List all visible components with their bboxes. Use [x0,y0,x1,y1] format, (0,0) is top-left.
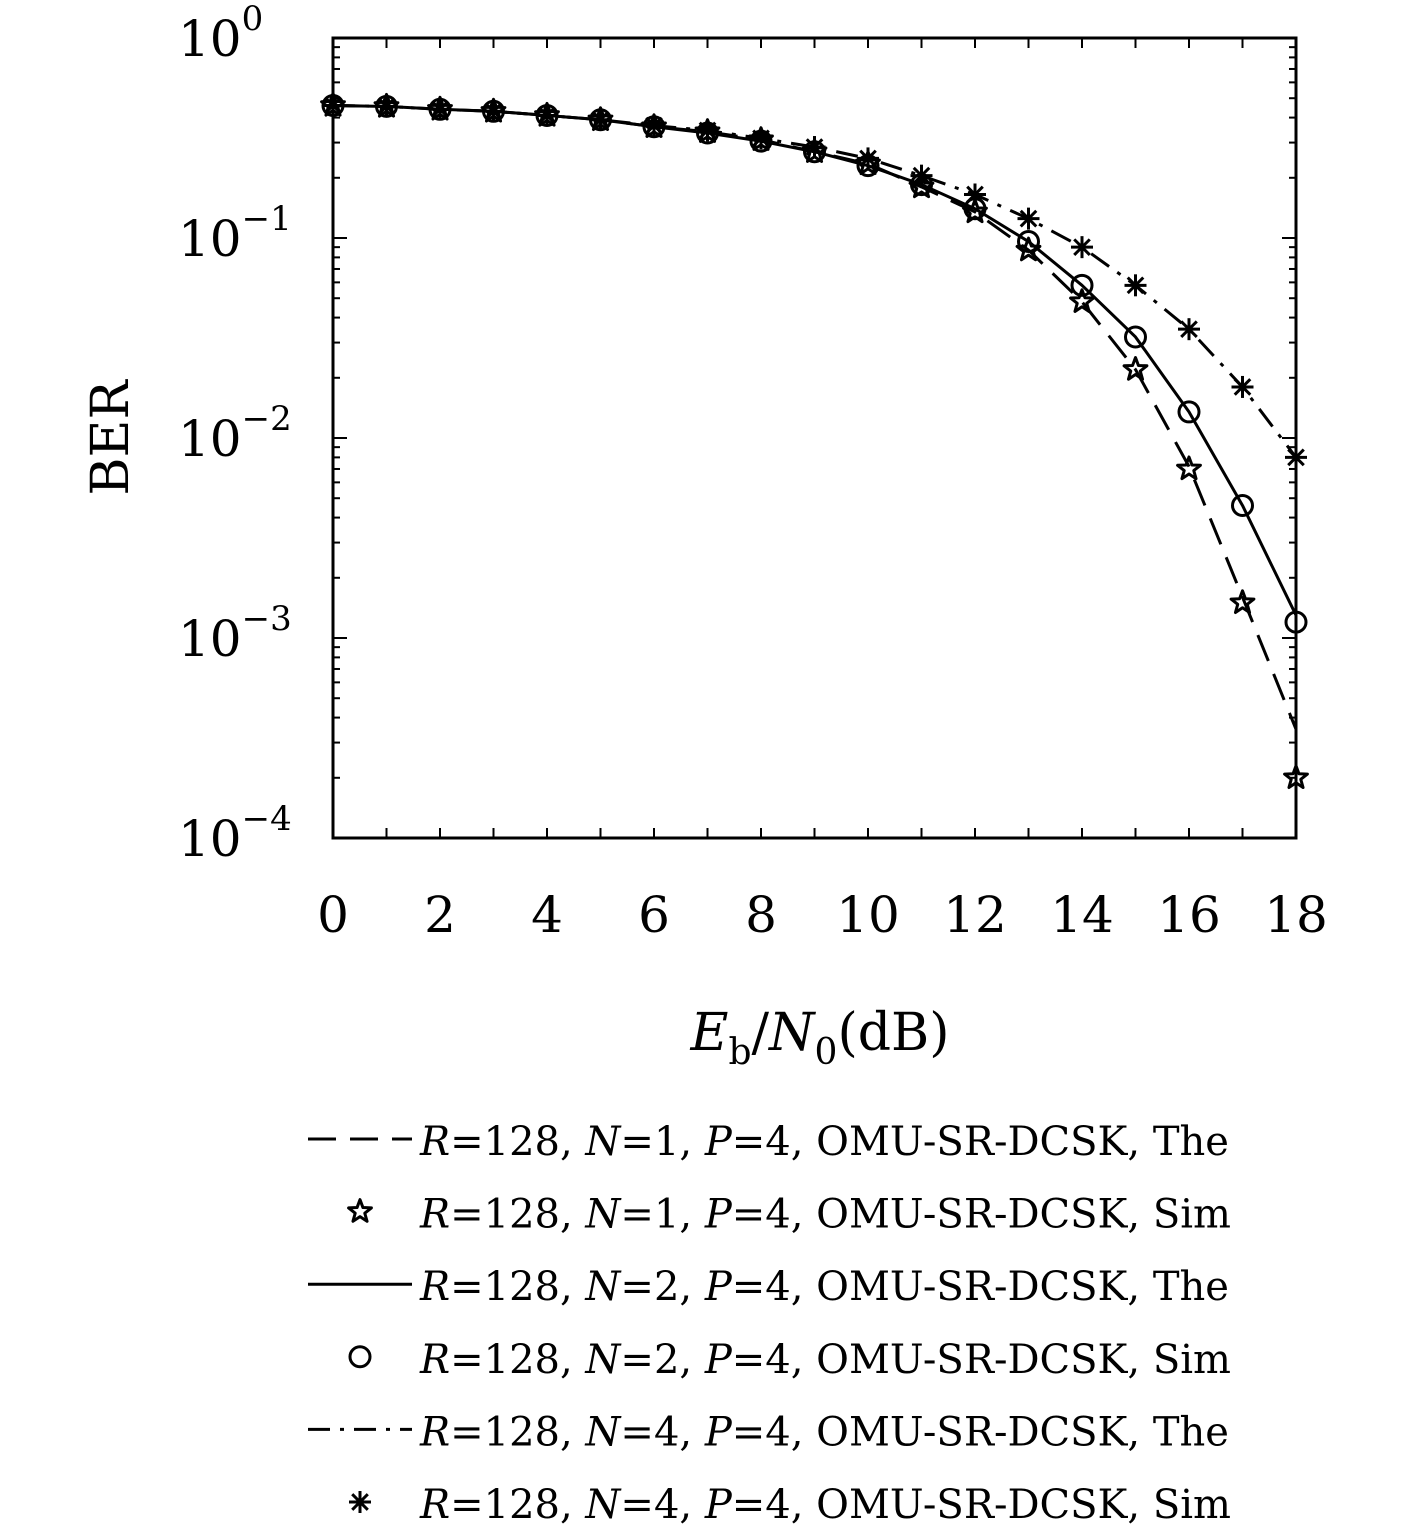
series-line-2 [332,103,1298,616]
x-tick-label: 4 [531,886,563,944]
data-point-asterisk [1124,274,1147,297]
asterisk-stroke [484,102,503,121]
asterisk-stroke [1233,378,1252,396]
x-tick-label: 2 [424,886,456,944]
data-point-asterisk [1017,207,1040,230]
asterisk-stroke [859,149,877,168]
legend-entry: R=128, N=2, P=4, OMU-SR-DCSK, The [308,1264,1229,1310]
legend: R=128, N=1, P=4, OMU-SR-DCSK, The R=128, … [308,1119,1231,1528]
asterisk-stroke [377,97,396,116]
legend-label: R=128, N=1, P=4, OMU-SR-DCSK, The [419,1119,1229,1165]
x-tick-label: 10 [836,886,900,944]
legend-label: R=128, N=2, P=4, OMU-SR-DCSK, The [419,1264,1229,1310]
legend-label: R=128, N=4, P=4, OMU-SR-DCSK, Sim [419,1482,1231,1528]
asterisk-stroke [645,116,663,135]
asterisk-stroke [431,100,449,119]
data-point-asterisk [910,164,933,187]
data-point-star [1229,589,1256,614]
asterisk-stroke [1126,276,1145,295]
series-markers-5 [322,94,1307,469]
legend-label: R=128, N=2, P=4, OMU-SR-DCSK, Sim [419,1337,1231,1383]
data-point-asterisk [964,183,986,206]
axes: 0 2 4 6 8 10 12 14 16 18 100 10−1 10−2 10−3 10−4 BER Eb/… [81,0,1328,1073]
asterisk-stroke [752,129,770,148]
asterisk-stroke [1073,238,1091,256]
data-point-circle [1177,400,1201,424]
series-line-0 [332,103,1298,730]
x-tick-label: 18 [1264,886,1328,944]
data-point-circle [1017,230,1040,254]
data-point-asterisk [750,127,772,150]
legend-entry: R=128, N=4, P=4, OMU-SR-DCSK, The [308,1409,1229,1455]
asterisk-stroke [966,185,984,204]
data-point-asterisk [1071,236,1093,259]
y-tick-label: 10−2 [178,399,292,468]
x-tick-label: 6 [638,886,670,944]
asterisk-stroke [1019,209,1038,228]
data-point-star [1122,356,1149,381]
legend-entry: R=128, N=4, P=4, OMU-SR-DCSK, Sim [349,1482,1231,1528]
data-point-asterisk [696,119,719,142]
legend-entry: R=128, N=2, P=4, OMU-SR-DCSK, Sim [348,1337,1231,1383]
series-markers-3 [321,93,1308,634]
x-tick-label: 16 [1157,886,1221,944]
y-tick-label: 10−4 [178,799,292,868]
data-point-asterisk [589,108,612,131]
data-point-asterisk [429,98,451,121]
asterisk-stroke [1180,320,1198,339]
data-point-star [1069,288,1095,313]
asterisk-stroke [805,138,824,156]
legend-marker-sample [349,1491,371,1513]
data-point-circle [1070,273,1094,297]
y-tick-label: 10−3 [178,599,292,668]
data-point-star [1176,455,1202,481]
x-tick-label: 0 [317,886,349,944]
y-tick-label: 100 [178,0,263,68]
legend-entry: R=128, N=1, P=4, OMU-SR-DCSK, The [308,1119,1229,1165]
data-point-circle [1124,325,1147,349]
asterisk-stroke [538,106,556,125]
x-axis-label: Eb/N0(dB) [689,1003,949,1073]
data-point-asterisk [1231,375,1254,398]
legend-label: R=128, N=1, P=4, OMU-SR-DCSK, Sim [419,1192,1231,1238]
data-point-asterisk [803,136,826,159]
asterisk-stroke [591,110,610,129]
x-tick-label: 12 [943,886,1007,944]
data-point-asterisk [536,104,558,127]
x-tick-label: 14 [1050,886,1114,944]
series-markers-1 [320,91,1309,789]
data-point-asterisk [375,95,398,118]
asterisk-stroke [351,1493,369,1511]
x-tick-label: 8 [745,886,777,944]
legend-entry: R=128, N=1, P=4, OMU-SR-DCSK, Sim [347,1192,1231,1238]
asterisk-stroke [912,166,931,185]
asterisk-stroke [698,121,717,140]
y-tick-label: 10−1 [178,199,292,268]
legend-marker-sample [347,1198,373,1223]
legend-marker-sample [348,1345,372,1369]
plot-area [320,91,1309,789]
data-point-asterisk [1178,318,1200,341]
data-point-circle [1231,493,1254,517]
legend-label: R=128, N=4, P=4, OMU-SR-DCSK, The [419,1409,1229,1455]
data-point-asterisk [857,147,879,170]
data-point-asterisk [643,114,665,137]
y-axis-label: BER [81,378,141,495]
data-point-asterisk [482,100,505,123]
